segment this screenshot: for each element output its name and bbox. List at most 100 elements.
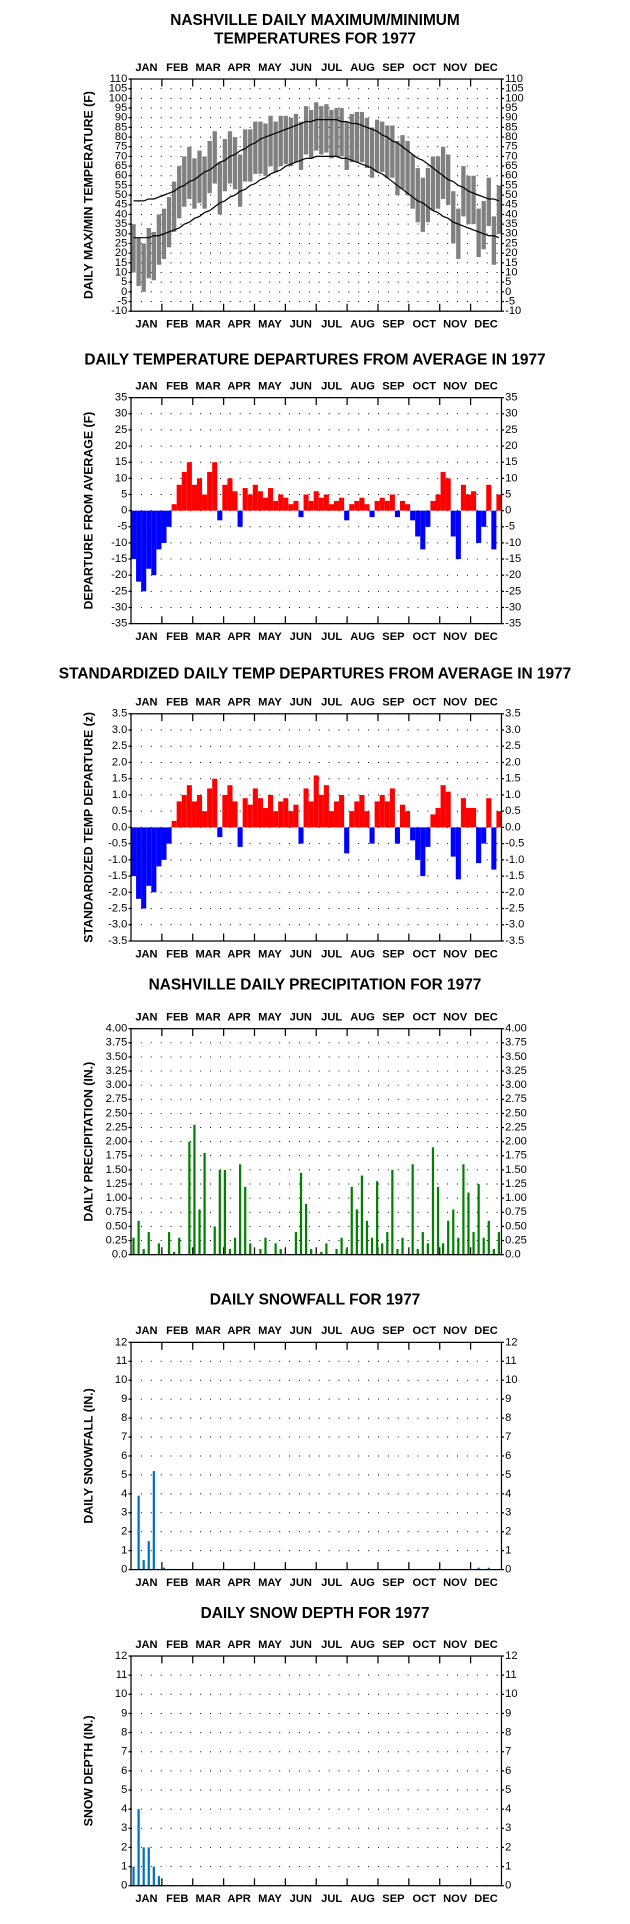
month-label-top: MAY xyxy=(258,380,282,392)
bar xyxy=(146,510,152,569)
bar xyxy=(425,827,431,847)
y-tick-label-right: 75 xyxy=(505,141,517,153)
range-bar xyxy=(324,104,329,153)
month-label-bottom: FEB xyxy=(166,631,188,643)
y-tick-label: 9 xyxy=(121,1393,127,1405)
y-tick-label-right: 2.50 xyxy=(505,1107,527,1119)
bar xyxy=(350,1186,353,1255)
month-label-top: MAY xyxy=(258,62,282,74)
month-label-top: FEB xyxy=(166,1012,188,1024)
bar xyxy=(244,1186,247,1255)
range-bar xyxy=(166,197,172,248)
y-tick-label: 2 xyxy=(121,1526,127,1538)
month-label-top: MAY xyxy=(258,1325,282,1337)
month-label-bottom: MAR xyxy=(196,319,221,331)
normal-line xyxy=(133,155,500,239)
y-tick-label-right: 2 xyxy=(505,1841,511,1853)
y-tick-label-right: 3.25 xyxy=(505,1065,527,1077)
month-label-top: MAR xyxy=(196,62,221,74)
month-label-top: MAR xyxy=(196,1012,221,1024)
month-label-bottom: JAN xyxy=(135,1893,157,1905)
y-tick-label-right: 10 xyxy=(505,1688,517,1700)
bar xyxy=(268,794,274,828)
range-bar xyxy=(202,156,207,209)
month-label-bottom: AUG xyxy=(350,319,375,331)
bar xyxy=(344,827,350,854)
month-label-top: AUG xyxy=(350,380,375,392)
chart-title: DAILY SNOWFALL FOR 1977 xyxy=(210,1291,421,1308)
y-tick-label-right: 8 xyxy=(505,1412,511,1424)
month-label-top: JUN xyxy=(290,697,312,709)
month-label-bottom: OCT xyxy=(413,1893,437,1905)
y-tick-label: 10 xyxy=(115,1688,127,1700)
month-label-bottom: APR xyxy=(227,1577,250,1589)
y-tick-label-right: -35 xyxy=(505,618,521,630)
bar xyxy=(405,811,411,828)
bar xyxy=(151,510,157,576)
range-bar xyxy=(364,117,370,169)
bar xyxy=(196,478,203,511)
y-tick-label: 1.0 xyxy=(112,789,127,801)
month-label-bottom: DEC xyxy=(474,631,497,643)
y-tick-label-right: 1.25 xyxy=(505,1178,527,1190)
y-tick-label: 0.50 xyxy=(106,1220,128,1232)
bar xyxy=(252,788,258,828)
bar xyxy=(441,1243,445,1255)
range-bar xyxy=(268,115,273,167)
bar xyxy=(237,510,243,527)
bar xyxy=(496,494,502,511)
y-tick-label: 7 xyxy=(121,1431,127,1443)
month-label-bottom: APR xyxy=(227,1893,250,1905)
y-tick-label: 2.50 xyxy=(106,1107,128,1119)
y-tick-label-right: 5 xyxy=(505,1784,511,1796)
y-tick-label-right: 2.0 xyxy=(505,756,520,768)
range-bar xyxy=(258,121,263,174)
month-label-top: APR xyxy=(227,1325,250,1337)
range-bar xyxy=(385,125,390,178)
y-tick-label-right: 5 xyxy=(505,1469,511,1481)
range-bar xyxy=(354,111,360,163)
month-label-bottom: OCT xyxy=(413,949,437,961)
y-tick-label: 0.0 xyxy=(112,1249,127,1261)
range-bar xyxy=(349,113,354,163)
month-label-bottom: MAR xyxy=(196,1893,221,1905)
y-tick-label-right: 10 xyxy=(505,266,517,278)
bar xyxy=(339,497,345,511)
y-tick-label: 3.5 xyxy=(112,708,127,720)
bar xyxy=(349,504,355,511)
month-label-top: SEP xyxy=(382,1012,405,1024)
month-label-bottom: AUG xyxy=(350,1893,375,1905)
y-tick-label: 10 xyxy=(115,472,127,484)
bar xyxy=(399,804,406,828)
bar xyxy=(450,827,456,857)
bar xyxy=(156,510,162,550)
y-tick-label: 3 xyxy=(121,1822,127,1834)
bar xyxy=(157,1243,161,1255)
y-tick-label: 10 xyxy=(115,1374,127,1386)
bar xyxy=(399,500,406,511)
y-tick-label: 2.00 xyxy=(106,1136,128,1148)
normal-line xyxy=(133,119,500,202)
bar xyxy=(283,497,289,511)
y-tick-label: -2.0 xyxy=(108,886,127,898)
month-label-top: JUN xyxy=(290,380,312,392)
bar xyxy=(436,1186,440,1255)
y-tick-label-right: 90 xyxy=(505,112,517,124)
y-tick-label: -5 xyxy=(117,295,127,307)
bar xyxy=(166,510,172,527)
bar xyxy=(328,811,334,828)
y-tick-label-right: 85 xyxy=(505,121,517,133)
bar xyxy=(389,788,395,828)
month-label-top: JAN xyxy=(135,1012,157,1024)
bar xyxy=(288,811,294,828)
bar xyxy=(420,827,426,877)
y-tick-label-right: 80 xyxy=(505,131,517,143)
y-tick-label-right: -25 xyxy=(505,585,521,597)
y-tick-label-right: 50 xyxy=(505,189,517,201)
y-tick-label: -1.0 xyxy=(108,854,127,866)
bar xyxy=(486,798,492,828)
month-label-bottom: JUN xyxy=(290,1893,312,1905)
y-tick-label-right: 12 xyxy=(505,1650,517,1662)
month-label-top: MAR xyxy=(196,1325,221,1337)
month-label-bottom: MAY xyxy=(258,631,282,643)
